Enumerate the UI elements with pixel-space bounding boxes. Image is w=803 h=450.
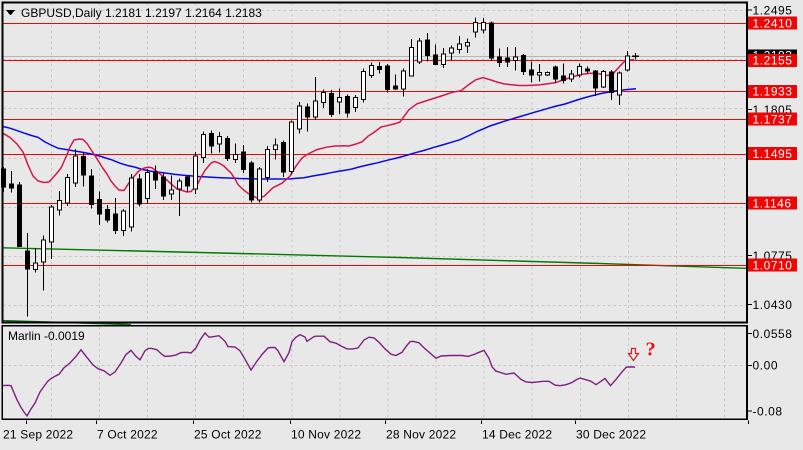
svg-text:GBPUSD,Daily 1.2181 1.2197 1.: GBPUSD,Daily 1.2181 1.2197 1.2164 1.2183 — [21, 6, 262, 20]
svg-text:21 Sep 2022: 21 Sep 2022 — [3, 427, 73, 441]
svg-text:14 Dec 2022: 14 Dec 2022 — [482, 427, 552, 441]
svg-text:30 Dec 2022: 30 Dec 2022 — [576, 427, 646, 441]
svg-text:1.0710: 1.0710 — [753, 258, 793, 272]
svg-text:1.2495: 1.2495 — [753, 3, 793, 17]
svg-text:25 Oct 2022: 25 Oct 2022 — [194, 427, 262, 441]
svg-text:1.1495: 1.1495 — [753, 147, 793, 161]
svg-text:1.1933: 1.1933 — [753, 85, 793, 99]
svg-text:Marlin -0.0019: Marlin -0.0019 — [8, 329, 85, 343]
svg-text:1.2410: 1.2410 — [753, 16, 793, 30]
svg-text:1.0430: 1.0430 — [753, 298, 793, 312]
svg-text:1.1146: 1.1146 — [753, 196, 792, 210]
svg-text:28 Nov 2022: 28 Nov 2022 — [386, 427, 456, 441]
svg-text:-0.08: -0.08 — [753, 404, 783, 418]
svg-text:1.2155: 1.2155 — [753, 54, 793, 68]
svg-text:0.0558: 0.0558 — [753, 327, 793, 341]
svg-text:?: ? — [646, 339, 656, 361]
svg-text:0.00: 0.00 — [753, 359, 779, 373]
svg-text:7 Oct 2022: 7 Oct 2022 — [97, 427, 158, 441]
svg-text:1.1737: 1.1737 — [753, 112, 793, 126]
svg-text:10 Nov 2022: 10 Nov 2022 — [291, 427, 361, 441]
